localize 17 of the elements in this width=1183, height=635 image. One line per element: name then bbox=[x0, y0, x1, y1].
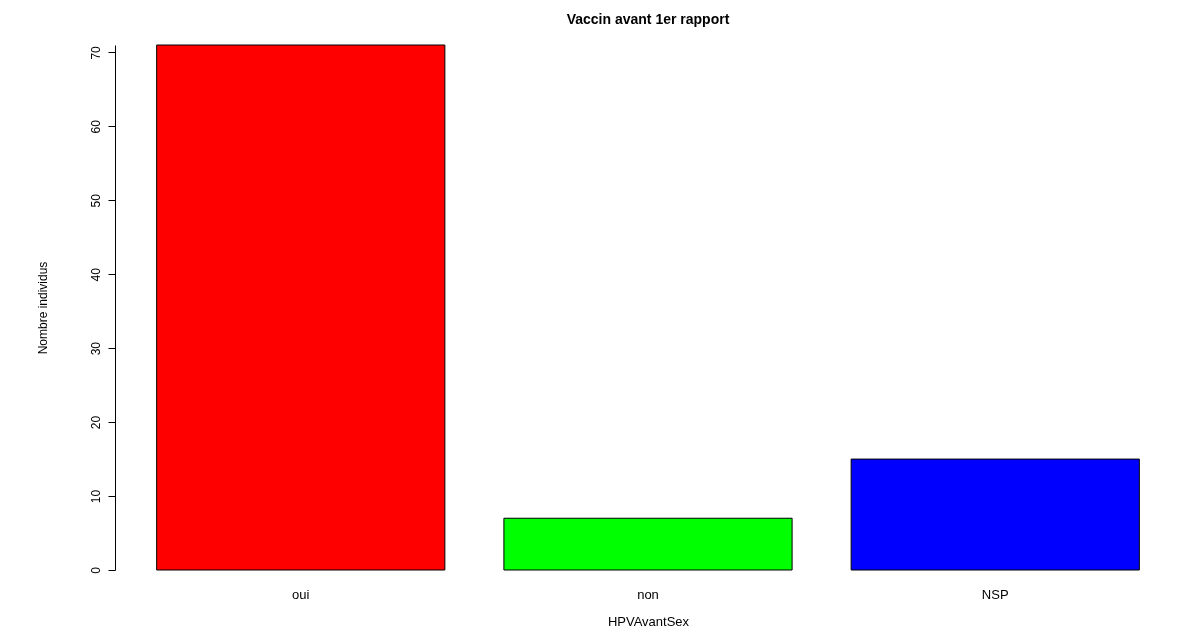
chart-title: Vaccin avant 1er rapport bbox=[566, 10, 730, 27]
y-tick-label: 60 bbox=[88, 119, 103, 134]
y-tick-label: 10 bbox=[88, 489, 103, 504]
y-axis-title: Nombre individus bbox=[35, 261, 50, 355]
y-tick-label: 30 bbox=[88, 341, 103, 356]
y-tick-label: 50 bbox=[88, 193, 103, 208]
x-tick-label: non bbox=[637, 586, 659, 602]
bar bbox=[503, 517, 793, 571]
x-axis-title: HPVAvantSex bbox=[607, 613, 690, 629]
x-tick-label: NSP bbox=[981, 586, 1009, 602]
y-tick-label: 0 bbox=[88, 566, 103, 574]
y-tick-label: 40 bbox=[88, 267, 103, 282]
bar bbox=[156, 44, 446, 571]
y-tick-label: 20 bbox=[88, 415, 103, 430]
x-tick-label: oui bbox=[292, 586, 310, 602]
y-tick-label: 70 bbox=[88, 45, 103, 60]
bar bbox=[850, 458, 1140, 571]
